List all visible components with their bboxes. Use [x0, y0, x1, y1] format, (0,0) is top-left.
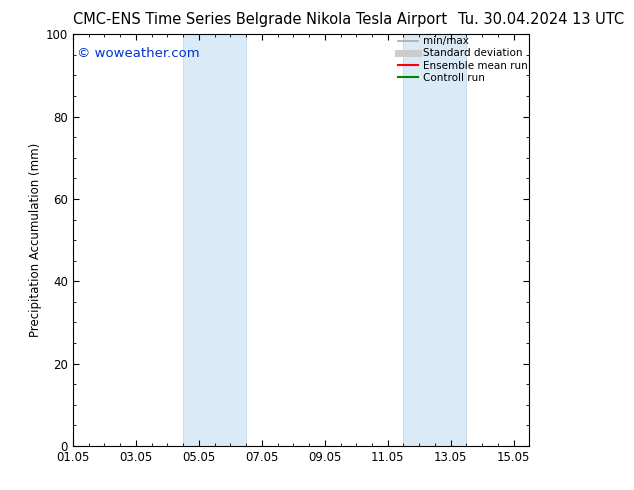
Bar [183, 34, 246, 446]
Text: Tu. 30.04.2024 13 UTC: Tu. 30.04.2024 13 UTC [458, 12, 624, 27]
Text: © woweather.com: © woweather.com [77, 47, 200, 60]
Legend: min/max, Standard deviation, Ensemble mean run, Controll run: min/max, Standard deviation, Ensemble me… [398, 36, 527, 83]
Y-axis label: Precipitation Accumulation (mm): Precipitation Accumulation (mm) [29, 143, 42, 337]
Text: CMC-ENS Time Series Belgrade Nikola Tesla Airport: CMC-ENS Time Series Belgrade Nikola Tesl… [73, 12, 447, 27]
Bar [403, 34, 467, 446]
